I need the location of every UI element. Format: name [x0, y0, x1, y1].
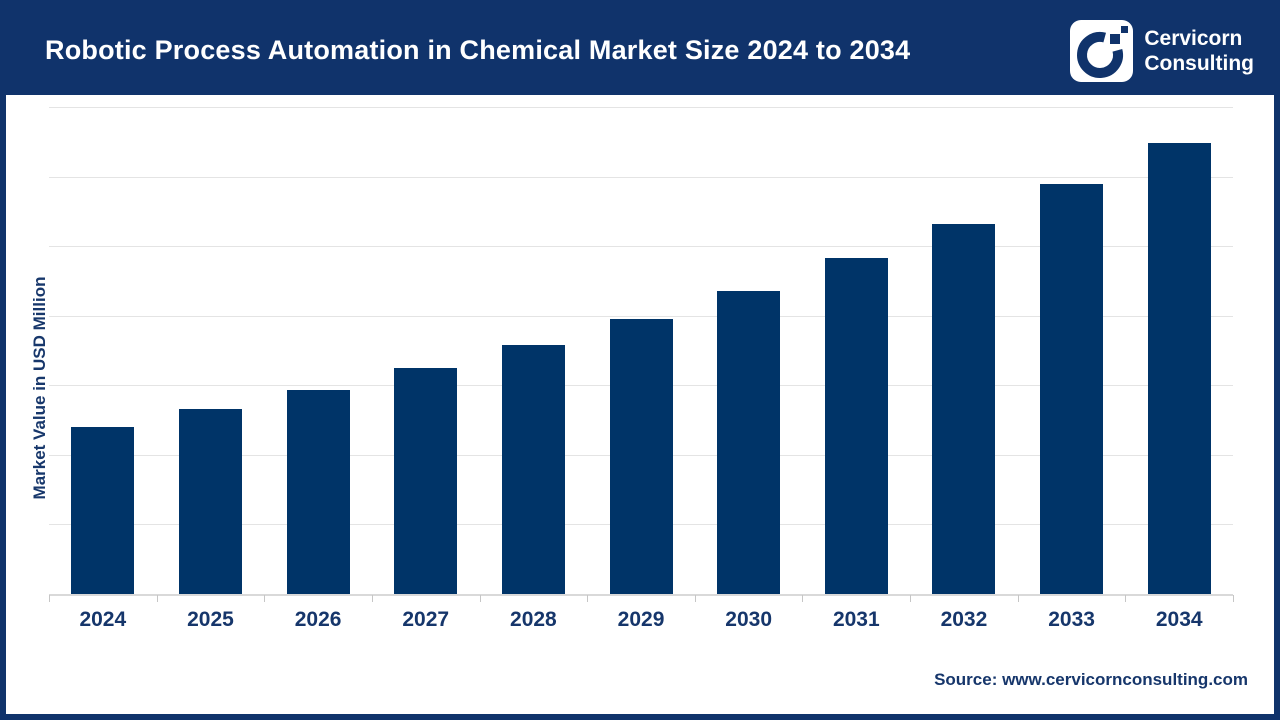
bar-slot-2027: 2027: [372, 100, 480, 631]
bar-slot-2031: 2031: [802, 100, 910, 631]
x-tick-label-2033: 2033: [1048, 608, 1095, 631]
x-axis-tick: [910, 595, 912, 602]
chart-area: Market Value in USD Million 2024 2025 2026…: [6, 95, 1274, 714]
x-axis-tick: [156, 595, 158, 602]
bar-2031: [824, 258, 888, 595]
bar-slot-2024: 2024: [49, 100, 157, 631]
x-tick-label-2024: 2024: [79, 608, 127, 631]
bar-slot-2030: 2030: [695, 100, 803, 631]
x-tick-label-2030: 2030: [725, 608, 773, 631]
bar-2034: [1147, 143, 1211, 595]
x-axis-tick: [802, 595, 804, 602]
bar-slot-2029: 2029: [587, 100, 695, 631]
bar-2033: [1040, 184, 1104, 595]
x-tick-label-2029: 2029: [617, 608, 665, 631]
bar-series: 2024 2025 2026 2027 2028 2029 2030 2031 2032 2033…: [49, 100, 1233, 631]
x-axis-tick: [1233, 595, 1234, 602]
x-axis-tick: [479, 595, 481, 602]
x-axis-tick: [264, 595, 266, 602]
plot-area: 2024 2025 2026 2027 2028 2029 2030 2031 2032 2033…: [49, 100, 1234, 631]
chart-title: Robotic Process Automation in Chemical M…: [45, 35, 911, 65]
bar-slot-2025: 2025: [157, 100, 265, 631]
bar-2027: [394, 368, 458, 595]
cervicorn-c-mark-icon: [1070, 19, 1134, 82]
x-tick-label-2031: 2031: [832, 608, 880, 631]
header-band: Robotic Process Automation in Chemical M…: [6, 6, 1274, 95]
x-tick-label-2028: 2028: [510, 608, 557, 631]
brand-name-line1: Cervicorn: [1144, 26, 1243, 50]
bar-2028: [501, 345, 565, 595]
bar-2025: [178, 409, 242, 595]
x-tick-label-2027: 2027: [402, 608, 450, 631]
x-axis-tick: [49, 595, 50, 602]
gridline-500: [49, 246, 1233, 248]
x-tick-label-2026: 2026: [294, 608, 342, 631]
bar-2029: [609, 319, 673, 595]
bar-2032: [932, 224, 996, 595]
brand-name-line2: Consulting: [1144, 51, 1254, 75]
source-note: Source: www.cervicornconsulting.com: [934, 670, 1248, 689]
gridline-700: [49, 107, 1233, 108]
x-axis-tick: [1017, 595, 1019, 602]
x-axis-tick: [371, 595, 373, 602]
brand-logo: Cervicorn Consulting: [1070, 19, 1254, 82]
bar-slot-2026: 2026: [264, 100, 372, 631]
y-axis-title: Market Value in USD Million: [30, 276, 49, 500]
bar-2024: [71, 427, 135, 595]
x-tick-label-2025: 2025: [187, 608, 234, 631]
brand-name: Cervicorn Consulting: [1144, 26, 1254, 76]
bar-slot-2032: 2032: [910, 100, 1018, 631]
x-axis-line: [49, 594, 1233, 596]
x-axis-tick: [587, 595, 589, 602]
bar-2030: [717, 291, 781, 595]
x-axis-tick: [1125, 595, 1127, 602]
bar-slot-2028: 2028: [480, 100, 588, 631]
gridline-400: [49, 315, 1233, 317]
bar-slot-2034: 2034: [1125, 100, 1233, 631]
bar-2026: [286, 390, 350, 595]
x-axis-tick: [694, 595, 696, 602]
gridline-600: [49, 176, 1233, 178]
bar-slot-2033: 2033: [1018, 100, 1126, 631]
x-tick-label-2032: 2032: [940, 608, 988, 631]
x-tick-label-2034: 2034: [1155, 608, 1203, 631]
